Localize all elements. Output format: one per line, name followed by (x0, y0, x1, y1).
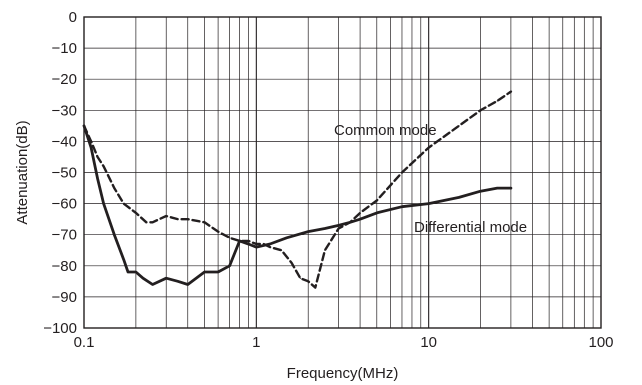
data-point (510, 187, 512, 189)
data-point (349, 221, 351, 223)
data-point (458, 196, 460, 198)
data-point (151, 283, 154, 286)
data-point (401, 206, 403, 208)
data-point (217, 230, 219, 233)
data-point (247, 240, 250, 242)
data-point (337, 224, 340, 226)
data-point (510, 91, 512, 93)
data-point (269, 246, 271, 248)
data-point (307, 230, 309, 233)
data-point (428, 203, 430, 205)
data-point (97, 156, 99, 158)
data-point (269, 243, 271, 245)
x-tick-label: 100 (588, 334, 613, 351)
common-mode-label: Common mode (334, 122, 437, 139)
data-point (324, 249, 326, 251)
data-point (255, 246, 257, 248)
data-point (103, 203, 105, 205)
data-point (217, 271, 219, 273)
data-point (113, 234, 115, 236)
data-point (428, 147, 430, 149)
data-point (229, 265, 231, 267)
x-axis-title: Frequency(MHz) (287, 365, 399, 382)
differential-mode-label: Differential mode (414, 219, 527, 236)
y-tick-label: 0 (69, 9, 77, 26)
series-layer (82, 90, 513, 289)
data-point (113, 187, 115, 189)
data-point (307, 280, 309, 282)
data-point (177, 280, 179, 282)
data-point (280, 249, 283, 251)
data-point (97, 178, 99, 180)
data-point (496, 187, 498, 189)
grid (84, 17, 601, 328)
data-point (479, 190, 482, 192)
y-tick-label: −90 (52, 289, 77, 306)
data-point (127, 271, 129, 273)
y-tick-label: −10 (52, 40, 77, 57)
y-axis-title: Attenuation(dB) (14, 120, 31, 224)
data-point (187, 218, 189, 220)
data-point (229, 237, 231, 239)
data-point (359, 218, 361, 220)
x-tick-label: 1 (252, 334, 260, 351)
data-point (187, 283, 189, 286)
data-point (165, 277, 167, 279)
data-point (401, 171, 403, 174)
data-point (359, 212, 361, 214)
y-tick-label: −20 (52, 71, 77, 88)
data-point (203, 221, 206, 223)
data-point (123, 258, 125, 261)
data-point (479, 109, 482, 111)
y-tick-label: −40 (52, 133, 77, 150)
common-mode-line (82, 90, 513, 289)
plot-frame (83, 16, 602, 329)
data-point (299, 277, 301, 279)
differential-mode-line (82, 124, 513, 286)
data-point (337, 227, 340, 230)
x-tick-label: 10 (420, 334, 437, 351)
data-point (324, 227, 326, 230)
y-tick-label: −30 (52, 102, 77, 119)
data-point (376, 199, 378, 202)
y-tick-label: −100 (43, 320, 77, 337)
data-point (239, 240, 241, 242)
y-tick-label: −50 (52, 165, 77, 182)
data-point (135, 271, 137, 273)
data-point (151, 221, 154, 223)
x-tick-label: 0.1 (74, 334, 95, 351)
data-point (165, 215, 167, 217)
data-point (496, 100, 498, 102)
data-point (177, 218, 179, 220)
data-point (286, 237, 288, 239)
data-point (255, 243, 257, 245)
data-point (142, 277, 144, 279)
data-point (145, 221, 147, 223)
data-point (90, 140, 92, 142)
y-tick-label: −70 (52, 227, 77, 244)
data-point (458, 125, 460, 127)
data-point (203, 271, 206, 273)
data-point (247, 243, 250, 245)
y-tick-label: −80 (52, 258, 77, 275)
data-point (376, 212, 378, 214)
data-point (135, 212, 137, 214)
data-point (90, 147, 92, 149)
data-point (314, 286, 316, 289)
data-point (103, 165, 105, 167)
y-tick-label: −60 (52, 196, 77, 213)
data-point (290, 262, 293, 264)
data-point (123, 203, 125, 205)
